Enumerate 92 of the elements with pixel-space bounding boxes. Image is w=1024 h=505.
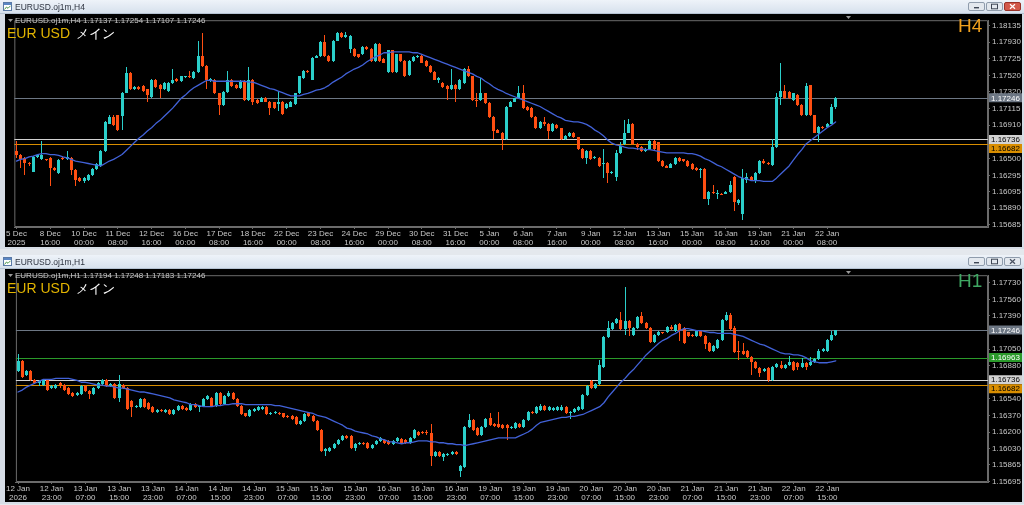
x-tick-label: 19 Jan 16:00 [747,229,772,247]
y-tick-label: 1.18135 [992,20,1022,30]
x-tick-label: 22 Jan 07:00 [781,484,806,502]
y-tick-label: 1.16370 [992,410,1022,420]
x-tick-label: 15 Jan 00:00 [680,229,705,247]
x-tick-label: 5 Jan 00:00 [479,229,500,247]
x-tick-label: 19 Jan 23:00 [545,484,570,502]
y-tick-label: 1.15865 [992,459,1022,469]
candlestick [602,149,605,178]
x-tick-label: 21 Jan 00:00 [781,229,806,247]
x-tick-label: 18 Dec 16:00 [240,229,266,247]
x-tick-label: 13 Jan 07:00 [73,484,98,502]
text: H4 [958,15,983,37]
x-tick-label: 20 Jan 23:00 [646,484,671,502]
y-tick-label: 1.15685 [992,220,1022,230]
ref-line-label: 1.17246 [991,93,1021,103]
x-tick-label: 21 Jan 15:00 [714,484,739,502]
x-tick-label: 16 Dec 00:00 [172,229,199,247]
ref-line-label: 1.16682 [991,144,1021,154]
y-tick-label: 1.16500 [992,153,1022,163]
y-tick-label: 1.15695 [992,476,1022,486]
x-tick-label: 12 Jan 2026 [6,484,31,502]
x-tick-label: 5 Dec 2025 [6,229,27,247]
candlestick [699,168,702,178]
annotation: EUR USD [7,25,71,41]
x-tick-label: 30 Dec 08:00 [409,229,435,247]
y-tick-label: 1.17930 [992,37,1022,47]
x-tick-label: 19 Jan 07:00 [478,484,503,502]
x-tick-label: 15 Jan 15:00 [309,484,334,502]
y-tick-label: 1.16095 [992,186,1022,196]
x-tick-label: 20 Jan 15:00 [613,484,638,502]
x-tick-label: 9 Jan 00:00 [580,229,602,247]
x-tick-label: 19 Jan 15:00 [511,484,536,502]
x-tick-label: 12 Jan 23:00 [39,484,64,502]
y-tick-label: 1.16200 [992,427,1022,437]
x-tick-label: 11 Dec 08:00 [105,229,131,247]
x-tick-label: 20 Jan 07:00 [579,484,604,502]
y-tick-label: 1.17050 [992,344,1022,354]
ref-line-label: 1.17246 [991,325,1021,335]
x-tick-label: 14 Jan 23:00 [242,484,267,502]
x-tick-label: 16 Jan 23:00 [444,484,469,502]
x-tick-label: 24 Dec 16:00 [341,229,367,247]
x-tick-label: 14 Jan 07:00 [174,484,199,502]
annotation: EUR USD [7,280,71,296]
text: H1 [958,270,983,292]
chart-subtitle: EURUSD.oj1m,H1 1.17194 1.17248 1.17183 1.17246 [15,271,206,280]
x-tick-label: 7 Jan 16:00 [546,229,568,247]
candlestick [475,93,478,107]
x-tick-label: 31 Dec 16:00 [442,229,469,247]
x-tick-label: 15 Jan 23:00 [343,484,368,502]
x-tick-label: 23 Dec 08:00 [307,229,334,247]
y-tick-label: 1.16540 [992,394,1022,404]
x-tick-label: 8 Dec 16:00 [39,229,61,247]
x-tick-label: 12 Jan 08:00 [612,229,637,247]
chart-title: EURUSD.oj1m,H4 [15,1,85,12]
y-tick-label: 1.16030 [992,443,1022,453]
annotation: メイン [76,281,116,297]
y-tick-label: 1.17520 [992,70,1022,80]
x-tick-label: 13 Jan 16:00 [646,229,671,247]
x-tick-label: 10 Dec 00:00 [71,229,97,247]
x-tick-label: 16 Jan 15:00 [410,484,435,502]
annotation: メイン [76,26,116,42]
x-tick-label: 6 Jan 08:00 [513,229,534,247]
x-tick-label: 22 Jan 15:00 [815,484,840,502]
x-tick-label: 16 Jan 08:00 [713,229,738,247]
ref-line-label: 1.16736 [991,375,1021,385]
y-tick-label: 1.17730 [992,277,1022,287]
chart-subtitle: EURUSD.oj1m,H4 1.17137 1.17254 1.17107 1.17246 [15,16,206,25]
x-tick-label: 16 Jan 07:00 [376,484,401,502]
x-tick-label: 13 Jan 15:00 [107,484,132,502]
x-tick-label: 13 Jan 23:00 [140,484,165,502]
y-tick-label: 1.15890 [992,203,1022,213]
y-tick-label: 1.17725 [992,54,1022,64]
x-tick-label: 17 Dec 08:00 [206,229,232,247]
x-tick-label: 21 Jan 07:00 [680,484,705,502]
ref-line-label: 1.16736 [991,135,1021,145]
x-tick-label: 15 Jan 07:00 [275,484,300,502]
y-tick-label: 1.16910 [992,120,1022,130]
ref-line-label: 1.16963 [991,353,1021,363]
x-tick-label: 22 Jan 08:00 [815,229,840,247]
y-tick-label: 1.17390 [992,311,1022,321]
y-tick-label: 1.16295 [992,170,1022,180]
x-tick-label: 21 Jan 23:00 [747,484,772,502]
x-tick-label: 29 Dec 00:00 [375,229,401,247]
x-tick-label: 22 Dec 00:00 [274,229,300,247]
chart-title: EURUSD.oj1m,H1 [15,256,85,267]
y-tick-label: 1.17115 [992,103,1021,113]
x-tick-label: 14 Jan 15:00 [208,484,233,502]
ref-line-label: 1.16682 [991,384,1021,394]
y-tick-label: 1.17560 [992,294,1022,304]
x-tick-label: 12 Dec 16:00 [138,229,165,247]
y-tick-label: 1.16880 [992,360,1022,370]
